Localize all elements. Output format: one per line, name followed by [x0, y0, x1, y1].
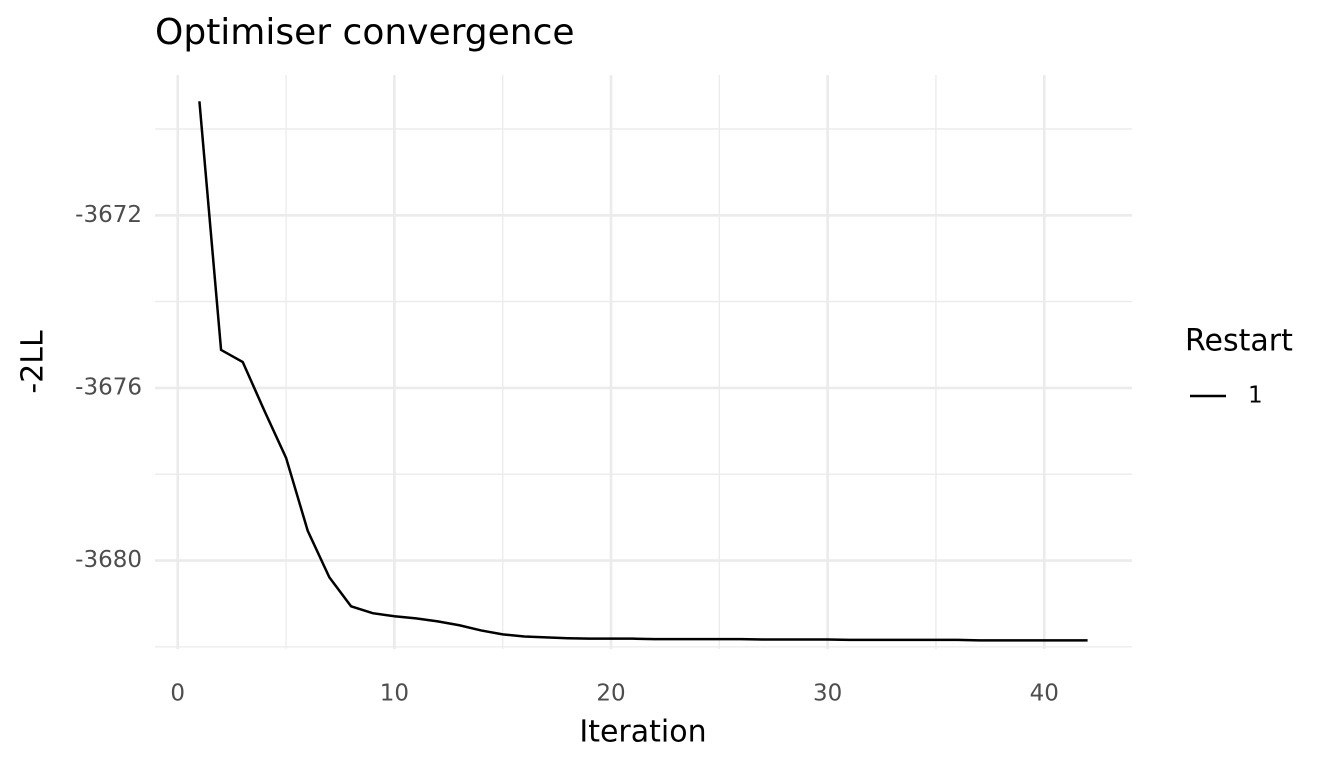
y-tick-label: -3680 [75, 547, 142, 573]
x-tick-label: 0 [170, 681, 185, 707]
x-tick-label: 30 [813, 681, 842, 707]
line [198, 101, 1088, 642]
chart-title: Optimiser convergence [155, 12, 575, 53]
y-tick-label: -3676 [75, 374, 142, 400]
y-axis-label: -2LL [16, 330, 51, 394]
x-tick-label: 40 [1030, 681, 1059, 707]
legend-title: Restart [1185, 324, 1293, 359]
legend-label: 1 [1248, 383, 1263, 409]
x-axis-label: Iteration [579, 715, 706, 750]
y-tick-label: -3672 [75, 202, 142, 228]
x-tick-label: 20 [596, 681, 625, 707]
x-tick-label: 10 [380, 681, 409, 707]
